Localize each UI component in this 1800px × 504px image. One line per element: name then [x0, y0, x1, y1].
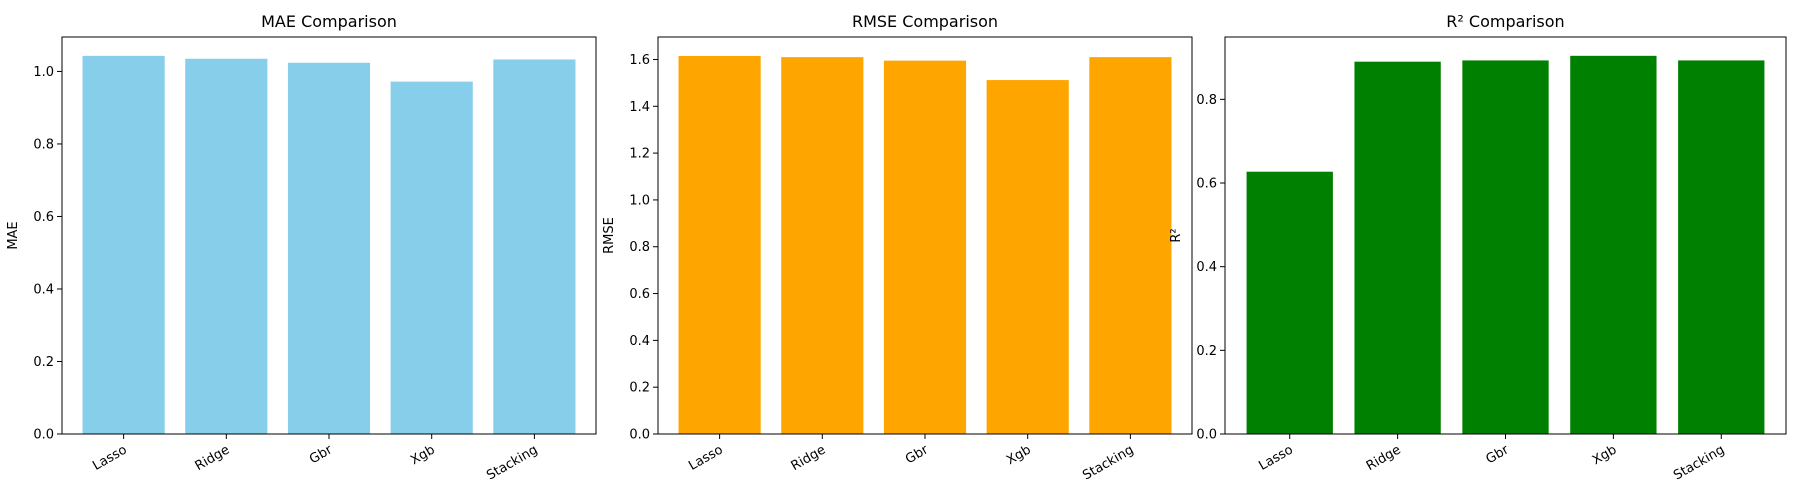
y-tick-label: 0.0 — [33, 428, 54, 443]
chart-title: R² Comparison — [1446, 12, 1564, 31]
x-tick-label: Ridge — [193, 442, 233, 474]
chart-panel-2: RMSE Comparison RMSE Lasso Ridge Gbr Xgb Stack… — [602, 12, 1193, 484]
plot-frame — [1224, 36, 1787, 435]
bar-xgb — [390, 81, 473, 435]
x-tick-label: Stacking — [1080, 442, 1136, 483]
x-tick-label: Gbr — [903, 442, 932, 467]
x-tick-label: Lasso — [1256, 442, 1295, 473]
y-tick-label: 1.0 — [629, 193, 650, 208]
x-tick-label: Ridge — [789, 442, 829, 474]
bar-xgb — [1570, 55, 1657, 435]
y-tick-label: 0.2 — [1196, 344, 1217, 359]
y-tick-label: 0.6 — [33, 210, 54, 225]
x-tick-label: Gbr — [307, 442, 336, 467]
x-tick-label: Xgb — [408, 442, 438, 468]
x-tick-label: Xgb — [1590, 442, 1620, 468]
y-tick-label: 1.4 — [629, 100, 650, 115]
bar-gbr — [287, 62, 371, 435]
y-tick-label: 0.4 — [33, 282, 54, 297]
bar-gbr — [1462, 60, 1549, 435]
y-tick-label: 0.2 — [33, 355, 54, 370]
bar-lasso — [1246, 171, 1333, 434]
x-tick-label: Lasso — [686, 442, 725, 473]
y-tick-label: 0.4 — [629, 334, 650, 349]
y-tick-label: 0.0 — [1196, 428, 1217, 443]
y-axis-label: MAE — [6, 221, 21, 249]
x-tick-label: Ridge — [1364, 442, 1404, 474]
y-tick-label: 0.0 — [629, 428, 650, 443]
chart-panel-1: MAE Comparison MAE Lasso Ridge Gbr Xgb Stackin… — [6, 12, 597, 484]
plot-frame — [61, 36, 597, 435]
x-tick-label: Xgb — [1004, 442, 1034, 468]
y-tick-label: 0.2 — [629, 381, 650, 396]
bar-stacking — [1678, 60, 1765, 435]
y-axis-label: R² — [1169, 228, 1184, 242]
chart-panel-3: R² Comparison R² Lasso Ridge Gbr Xgb Stacking 0… — [1169, 12, 1787, 484]
y-tick-label: 1.6 — [629, 53, 650, 68]
bar-ridge — [185, 58, 268, 435]
bar-ridge — [1354, 61, 1441, 435]
bar-lasso — [678, 55, 761, 434]
bar-gbr — [883, 60, 967, 435]
y-tick-label: 1.0 — [33, 65, 54, 80]
y-tick-label: 0.8 — [1196, 93, 1217, 108]
plot-frame — [657, 36, 1193, 435]
y-tick-label: 1.2 — [629, 147, 650, 162]
chart-title: RMSE Comparison — [852, 12, 998, 31]
x-tick-label: Stacking — [484, 442, 540, 483]
y-tick-label: 0.6 — [1196, 176, 1217, 191]
bar-stacking — [493, 59, 576, 434]
y-tick-label: 0.8 — [33, 137, 54, 152]
x-tick-label: Gbr — [1483, 442, 1512, 467]
x-tick-label: Lasso — [90, 442, 129, 473]
y-tick-label: 0.8 — [629, 240, 650, 255]
x-tick-label: Stacking — [1671, 442, 1727, 483]
bar-lasso — [82, 55, 165, 434]
bar-ridge — [781, 57, 864, 435]
bar-stacking — [1089, 57, 1172, 435]
chart-title: MAE Comparison — [261, 12, 397, 31]
y-tick-label: 0.6 — [629, 287, 650, 302]
bar-xgb — [986, 80, 1069, 435]
y-axis-label: RMSE — [602, 217, 617, 254]
y-tick-label: 0.4 — [1196, 260, 1217, 275]
